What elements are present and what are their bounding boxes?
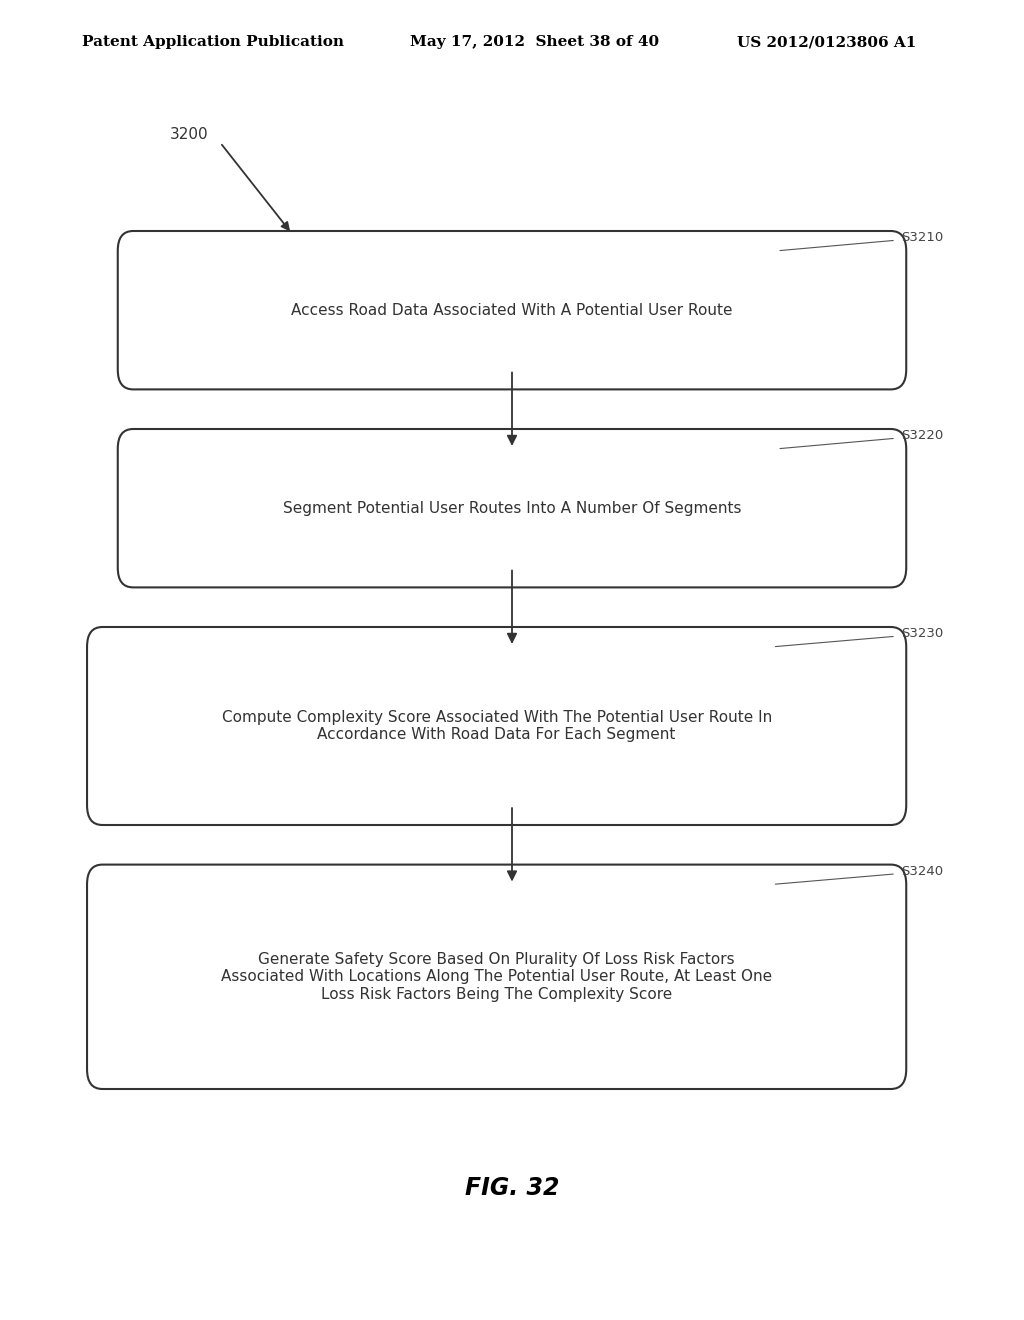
Text: Compute Complexity Score Associated With The Potential User Route In
Accordance : Compute Complexity Score Associated With… [221, 710, 772, 742]
Text: Segment Potential User Routes Into A Number Of Segments: Segment Potential User Routes Into A Num… [283, 500, 741, 516]
FancyBboxPatch shape [87, 865, 906, 1089]
FancyBboxPatch shape [118, 231, 906, 389]
FancyBboxPatch shape [87, 627, 906, 825]
Text: S3210: S3210 [901, 231, 943, 244]
Text: May 17, 2012  Sheet 38 of 40: May 17, 2012 Sheet 38 of 40 [410, 36, 658, 49]
Text: Patent Application Publication: Patent Application Publication [82, 36, 344, 49]
Text: 3200: 3200 [170, 127, 209, 143]
Text: US 2012/0123806 A1: US 2012/0123806 A1 [737, 36, 916, 49]
FancyBboxPatch shape [118, 429, 906, 587]
Text: S3230: S3230 [901, 627, 943, 640]
Text: S3220: S3220 [901, 429, 943, 442]
Text: FIG. 32: FIG. 32 [465, 1176, 559, 1200]
Text: Access Road Data Associated With A Potential User Route: Access Road Data Associated With A Poten… [291, 302, 733, 318]
Text: S3240: S3240 [901, 865, 943, 878]
Text: Generate Safety Score Based On Plurality Of Loss Risk Factors
Associated With Lo: Generate Safety Score Based On Plurality… [221, 952, 772, 1002]
